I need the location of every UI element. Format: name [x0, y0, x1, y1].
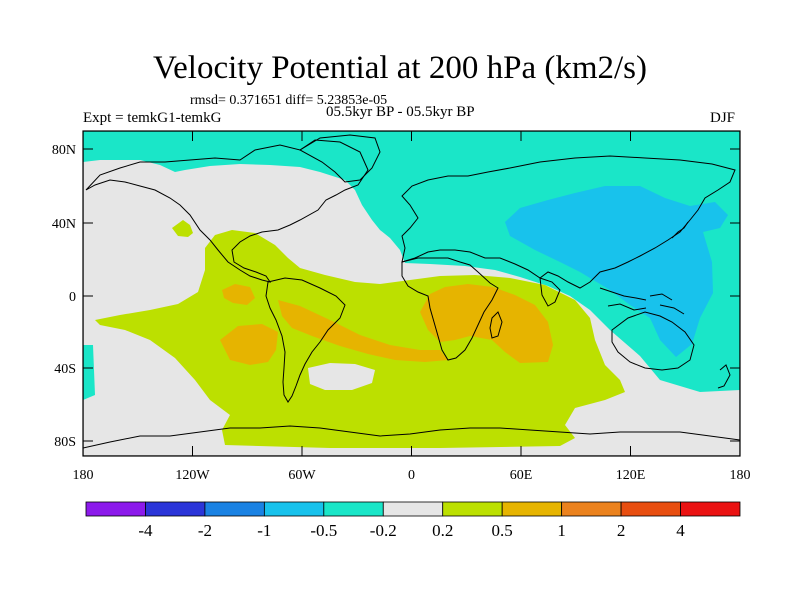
- page-title: Velocity Potential at 200 hPa (km2/s): [152, 50, 648, 86]
- colorbar-label: 2: [617, 521, 626, 540]
- colorbar-swatch: [680, 501, 741, 517]
- lon-label-0: 0: [408, 468, 415, 483]
- colorbar-swatch: [501, 501, 563, 517]
- contour-neutral-cutout: [308, 363, 375, 390]
- experiment-label: Expt = temkG1-temkG: [83, 110, 222, 126]
- lat-label-0: 0: [69, 290, 76, 305]
- lon-label-180e: 180: [730, 468, 751, 483]
- colorbar-swatch: [85, 501, 146, 517]
- colorbar-label: -0.2: [370, 521, 397, 540]
- colorbar-label: -4: [138, 521, 153, 540]
- period-label: 05.5kyr BP - 05.5kyr BP: [326, 104, 475, 120]
- lon-label-180w: 180: [73, 468, 94, 483]
- contour-orange-africa: [420, 284, 553, 363]
- lat-label-40n: 40N: [52, 217, 76, 232]
- lat-axis: 80N 40N 0 40S 80S: [52, 143, 740, 450]
- colorbar-swatch: [323, 501, 384, 517]
- colorbar-label: -2: [198, 521, 212, 540]
- colorbar-label: -0.5: [310, 521, 337, 540]
- colorbar-label: 1: [557, 521, 566, 540]
- contour-blue-asia: [505, 186, 728, 357]
- coastlines: [83, 134, 740, 449]
- stats-text: rmsd= 0.371651 diff= 5.23853e-05: [190, 93, 388, 108]
- colorbar-swatch: [561, 501, 622, 517]
- colorbar-label: 4: [676, 521, 685, 540]
- contour-teal-west-edge: [83, 345, 95, 400]
- lat-label-80n: 80N: [52, 143, 76, 158]
- colorbar-swatch: [442, 501, 503, 517]
- colorbar-swatch: [263, 501, 325, 517]
- lon-label-60e: 60E: [510, 468, 533, 483]
- colorbar-label: 0.5: [492, 521, 513, 540]
- lon-label-120e: 120E: [616, 468, 646, 483]
- map-panel: [83, 131, 740, 456]
- colorbar-label: -1: [257, 521, 271, 540]
- colorbar-swatch: [145, 501, 206, 517]
- lat-label-40s: 40S: [54, 362, 76, 377]
- contour-green-south: [95, 220, 625, 448]
- lat-label-80s: 80S: [54, 435, 76, 450]
- colorbar-swatch: [620, 501, 681, 517]
- lon-axis: 180 120W 60W 0 60E 120E 180: [73, 131, 751, 483]
- lon-label-120w: 120W: [175, 468, 210, 483]
- season-label: DJF: [710, 110, 736, 126]
- colorbar-label: 0.2: [432, 521, 453, 540]
- colorbar-swatch: [204, 501, 265, 517]
- colorbar-swatch: [382, 501, 444, 517]
- colorbar: -4 -2 -1 -0.5 -0.2 0.2 0.5 1 2 4: [85, 501, 741, 540]
- lon-label-60w: 60W: [288, 468, 316, 483]
